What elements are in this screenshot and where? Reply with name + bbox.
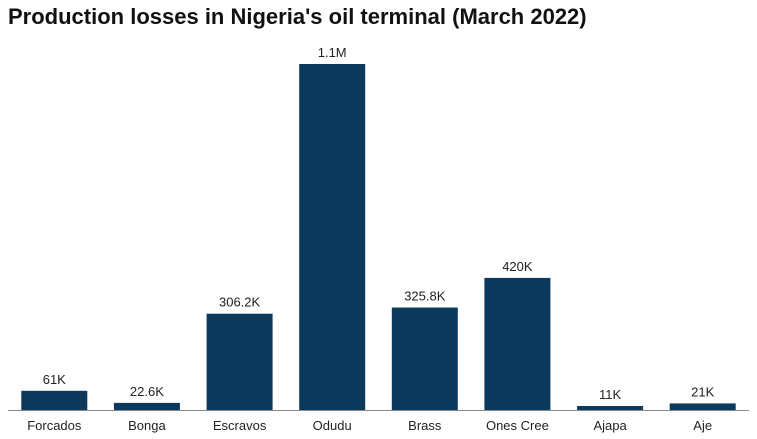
bar-ajapa bbox=[577, 406, 644, 410]
bar-ones-cree bbox=[484, 277, 551, 410]
bars-group bbox=[21, 64, 736, 410]
category-labels-group: Forcados Bonga Escravos Odudu Brass Ones Cree… bbox=[27, 418, 712, 433]
category-label-odudu: Odudu bbox=[313, 418, 352, 433]
bar-bonga bbox=[113, 402, 180, 410]
chart-title: Production losses in Nigeria's oil termi… bbox=[8, 4, 587, 29]
bar-aje bbox=[669, 403, 736, 410]
category-label-forcados: Forcados bbox=[27, 418, 82, 433]
category-label-ones-cree: Ones Cree bbox=[486, 418, 549, 433]
category-label-aje: Aje bbox=[693, 418, 712, 433]
bar-escravos bbox=[206, 313, 273, 410]
value-label-bonga: 22.6K bbox=[130, 384, 164, 399]
bar-odudu bbox=[299, 64, 366, 410]
bar-brass bbox=[391, 307, 458, 410]
category-label-escravos: Escravos bbox=[213, 418, 267, 433]
value-label-odudu: 1.1M bbox=[318, 45, 347, 60]
category-label-ajapa: Ajapa bbox=[593, 418, 627, 433]
bar-forcados bbox=[21, 390, 88, 410]
value-label-aje: 21K bbox=[691, 384, 714, 399]
value-label-forcados: 61K bbox=[43, 372, 66, 387]
value-label-ones-cree: 420K bbox=[502, 259, 533, 274]
category-label-brass: Brass bbox=[408, 418, 442, 433]
value-label-escravos: 306.2K bbox=[219, 295, 261, 310]
category-label-bonga: Bonga bbox=[128, 418, 166, 433]
value-labels-group: 61K 22.6K 306.2K 1.1M 325.8K 420K 11K 21K bbox=[43, 45, 715, 402]
value-label-ajapa: 11K bbox=[599, 387, 621, 402]
value-label-brass: 325.8K bbox=[404, 289, 446, 304]
